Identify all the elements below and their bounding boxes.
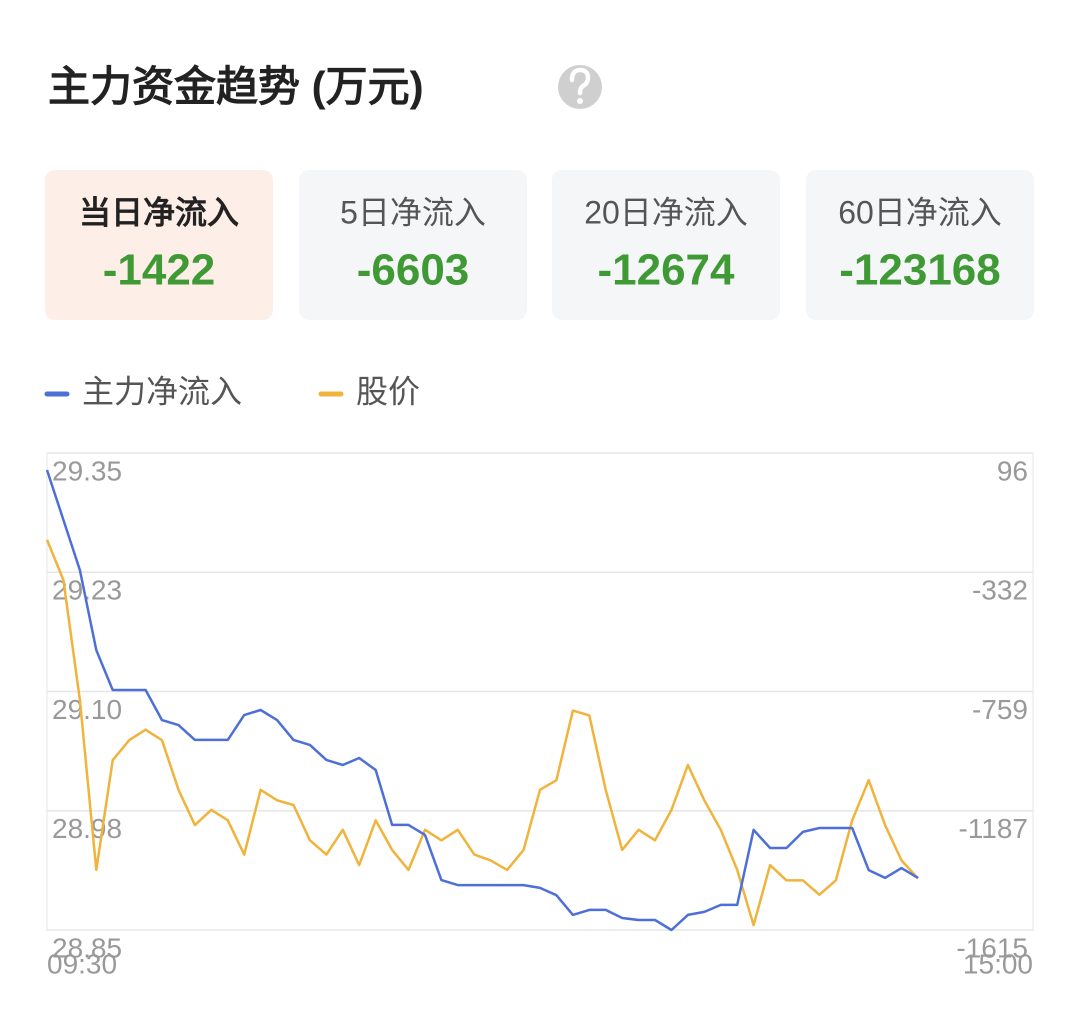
card <box>806 170 1034 320</box>
card <box>299 170 527 320</box>
legend-label: 主力净流入 <box>82 373 242 409</box>
card-label: 5日净流入 <box>340 194 486 230</box>
card-label: 当日净流入 <box>79 194 239 230</box>
y2-tick-label: -332 <box>972 575 1028 606</box>
y-tick-label: 28.98 <box>52 813 122 844</box>
series-line <box>45 469 919 932</box>
y-tick-label: 29.35 <box>52 455 122 486</box>
card <box>552 170 780 320</box>
y2-tick-label: -759 <box>972 694 1028 725</box>
help-icon[interactable] <box>558 65 602 109</box>
card-label: 60日净流入 <box>838 194 1002 230</box>
card-value: -1422 <box>103 246 216 295</box>
y-tick-label: 29.10 <box>52 694 122 725</box>
x-tick-label: 15:00 <box>963 948 1033 979</box>
card <box>45 170 273 320</box>
y2-tick-label: -1615 <box>956 932 1028 963</box>
x-tick-label: 09:30 <box>47 948 117 979</box>
y2-tick-label: 96 <box>997 455 1028 486</box>
y2-tick-label: -1187 <box>958 813 1028 844</box>
series-line <box>45 539 919 927</box>
card-value: -12674 <box>597 246 735 295</box>
legend-label: 股价 <box>356 373 420 409</box>
y-tick-label: 28.85 <box>52 932 122 963</box>
card-value: -123168 <box>839 246 1000 295</box>
card-value: -6603 <box>357 246 470 295</box>
title: 主力资金趋势 (万元) <box>48 63 424 110</box>
card-label: 20日净流入 <box>584 194 748 230</box>
